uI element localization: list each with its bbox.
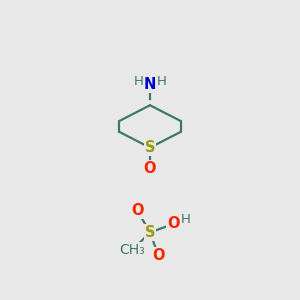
Text: H: H bbox=[181, 213, 191, 226]
Text: S: S bbox=[145, 140, 155, 155]
Text: CH₃: CH₃ bbox=[119, 243, 145, 257]
Text: O: O bbox=[167, 216, 180, 231]
Text: O: O bbox=[152, 248, 165, 263]
Text: H: H bbox=[134, 75, 144, 88]
Text: O: O bbox=[144, 161, 156, 176]
Text: N: N bbox=[144, 76, 156, 92]
Text: H: H bbox=[156, 75, 166, 88]
Text: S: S bbox=[145, 225, 155, 240]
Text: O: O bbox=[131, 203, 144, 218]
